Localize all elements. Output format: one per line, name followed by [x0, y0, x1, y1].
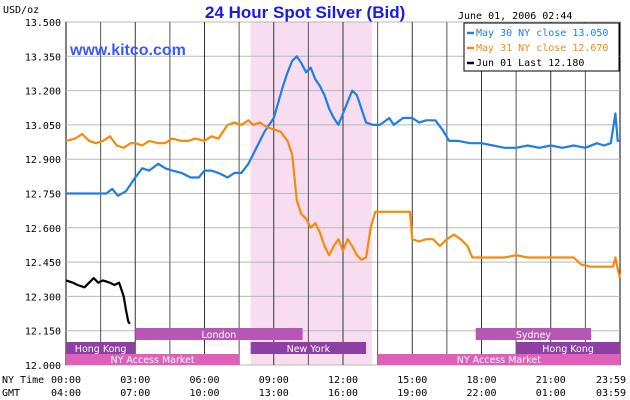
y-tick-label: 13.050 [25, 121, 61, 132]
legend-entry: Jun 01 Last 12.180 [476, 58, 584, 69]
series-line-2 [65, 119, 622, 279]
x-tick-label-gmt: 22:00 [466, 388, 496, 399]
x-tick-label-ny: 15:00 [397, 375, 427, 386]
x-tick-label-ny: 23:59 [596, 375, 626, 386]
series-line-1 [66, 55, 620, 197]
x-tick-label-gmt: 04:00 [51, 388, 81, 399]
session-label: Hong Kong [542, 344, 594, 355]
y-tick-label: 12.600 [25, 224, 61, 235]
session-bar [135, 328, 303, 340]
legend-box [463, 22, 620, 72]
legend-entry: May 30 NY close 13.050 [476, 28, 608, 39]
chart-title: 24 Hour Spot Silver (Bid) [205, 3, 405, 22]
website-label: www.kitco.com [69, 42, 186, 59]
x-tick-label-gmt: 13:00 [259, 388, 289, 399]
x-tick-label-gmt: 01:00 [536, 388, 566, 399]
session-label: Hong Kong [75, 344, 127, 355]
series-line-3 [65, 277, 131, 325]
y-tick-label: 12.750 [25, 190, 61, 201]
session-label: NY Access Market [457, 355, 541, 366]
x-tick-label-ny: 00:00 [51, 375, 81, 386]
y-tick-label: 13.350 [25, 52, 61, 63]
session-bar [66, 342, 136, 354]
ny-time-axis-title: NY Time [2, 375, 44, 386]
x-tick-label-ny: 09:00 [259, 375, 289, 386]
x-tick-label-ny: 03:00 [120, 375, 150, 386]
y-tick-label: 12.300 [25, 292, 61, 303]
y-tick-label: 12.450 [25, 258, 61, 269]
legend: May 30 NY close 13.050 May 31 NY close 12… [463, 22, 620, 72]
y-tick-label: 12.000 [25, 361, 61, 372]
session-bar [66, 354, 240, 365]
y-unit-label: USD/oz [3, 5, 39, 16]
axis-labels: 13.500 13.350 13.200 13.050 12.900 12.750 12.6… [2, 18, 626, 399]
x-tick-label-ny: 18:00 [466, 375, 496, 386]
x-tick-label-gmt: 16:00 [328, 388, 358, 399]
y-tick-label: 12.150 [25, 327, 61, 338]
session-bar [250, 342, 367, 354]
x-tick-label-gmt: 10:00 [189, 388, 219, 399]
x-tick-label-gmt: 07:00 [120, 388, 150, 399]
legend-entry: May 31 NY close 12.670 [476, 43, 608, 54]
timestamp: June 01, 2006 02:44 [458, 11, 572, 22]
session-bar [475, 328, 592, 340]
session-label: Sydney [516, 330, 552, 341]
x-tick-label-ny: 21:00 [536, 375, 566, 386]
x-tick-label-gmt: 19:00 [397, 388, 427, 399]
x-tick-label-ny: 12:00 [328, 375, 358, 386]
session-label: NY Access Market [110, 355, 194, 366]
y-tick-label: 13.200 [25, 87, 61, 98]
x-tick-label-gmt: 03:59 [596, 388, 626, 399]
y-tick-label: 13.500 [25, 18, 61, 29]
session-label: London [202, 330, 237, 341]
session-bar [377, 354, 620, 365]
x-tick-label-ny: 06:00 [189, 375, 219, 386]
session-label: New York [287, 344, 331, 355]
session-bar [516, 342, 620, 354]
gmt-axis-title: GMT [2, 388, 20, 399]
series-layer [65, 55, 622, 325]
y-tick-label: 12.900 [25, 155, 61, 166]
